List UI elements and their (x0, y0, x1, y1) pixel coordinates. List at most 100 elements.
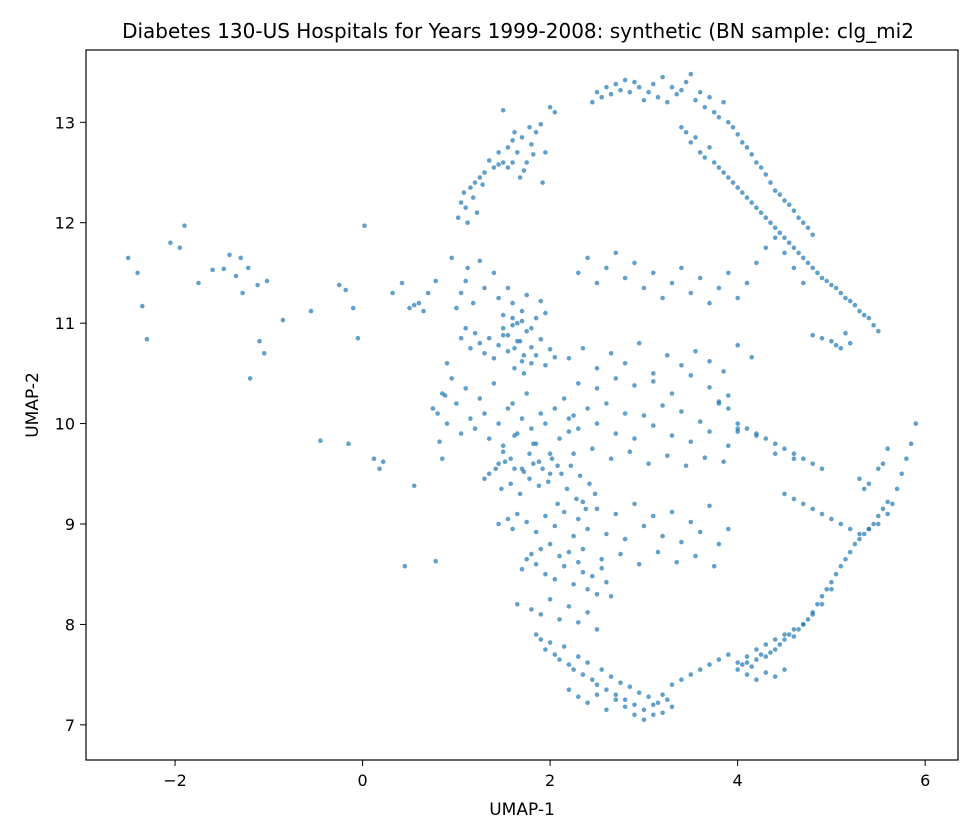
data-point (362, 223, 367, 228)
data-point (871, 521, 876, 527)
data-point (744, 654, 750, 659)
data-point (547, 104, 553, 110)
data-point (594, 627, 600, 632)
data-point (421, 308, 426, 314)
data-point (861, 486, 867, 492)
data-point (693, 553, 698, 559)
x-tick-label: 6 (920, 771, 930, 790)
data-point (512, 130, 517, 135)
data-point (604, 265, 609, 271)
data-point (693, 135, 698, 140)
data-point (477, 258, 483, 264)
data-point (477, 175, 483, 180)
data-point (493, 466, 499, 472)
x-tick-label: 0 (358, 771, 368, 790)
data-point (261, 351, 267, 356)
data-point (461, 190, 467, 195)
data-point (688, 373, 694, 378)
data-point (608, 674, 614, 679)
data-point (754, 677, 759, 682)
data-point (505, 406, 511, 411)
data-point (510, 315, 515, 321)
data-point (474, 210, 480, 215)
data-point (533, 353, 539, 358)
data-point (890, 501, 895, 507)
data-point (540, 180, 545, 185)
data-point (716, 285, 722, 291)
data-point (568, 463, 574, 469)
data-point (538, 546, 544, 552)
data-point (679, 409, 684, 414)
data-point (899, 471, 904, 477)
data-point (482, 476, 487, 482)
data-point (810, 610, 815, 615)
data-point (744, 660, 750, 665)
data-point (735, 295, 740, 301)
data-point (524, 556, 529, 562)
data-point (669, 391, 675, 396)
data-point (669, 280, 675, 286)
data-point (508, 481, 513, 487)
data-point (580, 546, 586, 552)
data-point (688, 519, 694, 525)
data-point (669, 704, 675, 710)
data-point (529, 345, 534, 350)
data-point (510, 401, 515, 406)
data-point (566, 604, 572, 609)
data-point (435, 411, 440, 416)
data-point (674, 559, 679, 565)
data-point (196, 280, 201, 286)
data-point (801, 280, 806, 286)
data-point (651, 379, 656, 384)
data-point (585, 700, 590, 706)
data-point (726, 443, 731, 449)
data-point (585, 406, 590, 411)
data-point (758, 210, 764, 215)
data-point (885, 446, 890, 452)
data-point (782, 235, 787, 241)
data-point (744, 426, 750, 431)
data-point (754, 260, 759, 266)
data-point (613, 250, 619, 256)
data-point (233, 273, 239, 279)
data-point (768, 180, 773, 185)
data-point (824, 278, 829, 284)
data-point (829, 587, 834, 592)
y-tick-label: 9 (65, 515, 75, 534)
data-point (505, 145, 511, 150)
data-point (547, 347, 553, 352)
data-point (491, 270, 497, 276)
x-axis-label: UMAP-1 (489, 800, 555, 820)
data-point (547, 471, 553, 477)
data-point (885, 511, 890, 517)
data-point (833, 571, 839, 577)
data-point (613, 511, 619, 517)
data-point (697, 150, 703, 155)
data-point (590, 99, 595, 105)
data-point (744, 280, 750, 286)
data-point (618, 551, 623, 557)
data-point (486, 158, 492, 163)
data-point (651, 513, 656, 519)
data-point (632, 436, 637, 441)
data-point (543, 150, 548, 155)
data-point (454, 305, 459, 311)
data-point (824, 587, 829, 592)
data-point (491, 165, 497, 170)
data-point (763, 670, 769, 675)
data-point (463, 325, 469, 331)
data-point (683, 463, 689, 469)
data-point (819, 602, 825, 607)
data-point (576, 559, 581, 565)
data-point (772, 647, 778, 652)
data-point (740, 662, 745, 667)
data-point (594, 89, 600, 95)
data-point (527, 125, 532, 130)
data-point (566, 549, 572, 555)
data-point (257, 338, 262, 344)
data-point (585, 526, 590, 532)
data-point (543, 513, 548, 519)
y-tick-label: 12 (55, 214, 75, 233)
data-point (527, 476, 532, 482)
data-point (561, 509, 567, 515)
